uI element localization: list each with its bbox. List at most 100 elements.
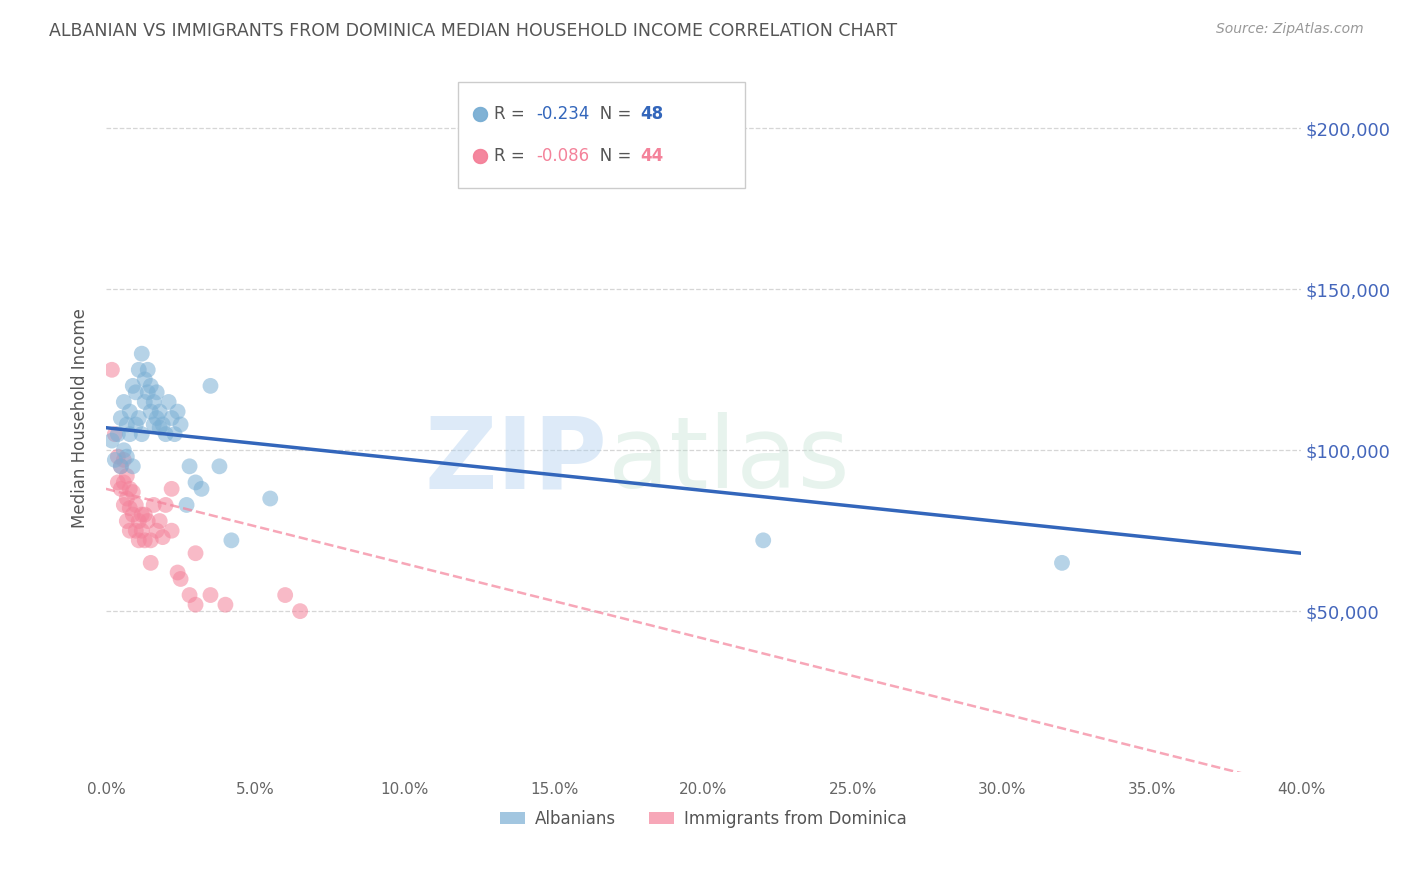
Point xyxy=(101,363,124,377)
Point xyxy=(157,395,180,409)
Point xyxy=(104,453,127,467)
Text: Source: ZipAtlas.com: Source: ZipAtlas.com xyxy=(1216,22,1364,37)
Point xyxy=(752,533,775,548)
Point xyxy=(160,411,183,425)
Point xyxy=(128,411,150,425)
Point xyxy=(155,427,177,442)
Point xyxy=(131,427,153,442)
Point xyxy=(176,498,198,512)
Point xyxy=(125,498,148,512)
Point xyxy=(139,533,162,548)
Point xyxy=(160,524,183,538)
Point xyxy=(110,459,132,474)
Point xyxy=(200,588,222,602)
Point xyxy=(107,427,129,442)
Point xyxy=(121,485,143,500)
Point xyxy=(142,498,165,512)
Point xyxy=(115,469,138,483)
Point xyxy=(134,508,156,522)
Point xyxy=(142,395,165,409)
Point xyxy=(259,491,281,506)
Point xyxy=(128,363,150,377)
Point xyxy=(125,385,148,400)
Point xyxy=(128,514,150,528)
Point xyxy=(118,482,141,496)
Point xyxy=(184,546,207,560)
Point xyxy=(214,598,236,612)
Point xyxy=(131,347,153,361)
Point xyxy=(115,514,138,528)
Point xyxy=(190,482,212,496)
Point xyxy=(145,385,167,400)
Y-axis label: Median Household Income: Median Household Income xyxy=(72,308,89,528)
Point xyxy=(155,498,177,512)
Point xyxy=(139,379,162,393)
Text: 44: 44 xyxy=(640,147,664,165)
Point xyxy=(139,404,162,418)
Text: -0.234: -0.234 xyxy=(536,104,589,122)
Point xyxy=(107,475,129,490)
Point xyxy=(166,566,188,580)
Point xyxy=(179,588,201,602)
Point xyxy=(139,556,162,570)
Point xyxy=(121,459,143,474)
Point xyxy=(149,420,172,434)
Point xyxy=(125,524,148,538)
Point xyxy=(112,453,135,467)
Point xyxy=(166,404,188,418)
Point xyxy=(136,514,159,528)
Point xyxy=(184,475,207,490)
Text: N =: N = xyxy=(583,147,637,165)
Point xyxy=(179,459,201,474)
Point xyxy=(152,417,174,432)
Point xyxy=(136,385,159,400)
Point xyxy=(1050,556,1073,570)
Point xyxy=(118,501,141,516)
Point xyxy=(136,363,159,377)
Point xyxy=(149,404,172,418)
Point xyxy=(118,427,141,442)
Text: -0.086: -0.086 xyxy=(536,147,589,165)
Point xyxy=(169,572,191,586)
Point xyxy=(112,498,135,512)
Text: 48: 48 xyxy=(640,104,664,122)
Point xyxy=(134,372,156,386)
Point xyxy=(160,482,183,496)
Point xyxy=(288,604,311,618)
Point xyxy=(121,379,143,393)
Text: atlas: atlas xyxy=(607,412,849,509)
Point xyxy=(115,491,138,506)
Point xyxy=(101,434,124,448)
Point xyxy=(112,395,135,409)
Point xyxy=(142,417,165,432)
Point xyxy=(125,417,148,432)
Point xyxy=(200,379,222,393)
Point xyxy=(107,450,129,464)
Legend: Albanians, Immigrants from Dominica: Albanians, Immigrants from Dominica xyxy=(494,803,914,835)
Point xyxy=(145,411,167,425)
Point xyxy=(208,459,231,474)
FancyBboxPatch shape xyxy=(458,82,745,188)
Point xyxy=(221,533,243,548)
Point xyxy=(163,427,186,442)
Point xyxy=(169,417,191,432)
Text: N =: N = xyxy=(583,104,637,122)
Point xyxy=(112,475,135,490)
Point xyxy=(274,588,297,602)
Point xyxy=(134,533,156,548)
Point xyxy=(118,524,141,538)
Point xyxy=(110,411,132,425)
Point xyxy=(118,404,141,418)
Point xyxy=(110,459,132,474)
Text: ALBANIAN VS IMMIGRANTS FROM DOMINICA MEDIAN HOUSEHOLD INCOME CORRELATION CHART: ALBANIAN VS IMMIGRANTS FROM DOMINICA MED… xyxy=(49,22,897,40)
Text: R =: R = xyxy=(495,104,530,122)
Text: ZIP: ZIP xyxy=(425,412,607,509)
Point xyxy=(128,533,150,548)
Text: R =: R = xyxy=(495,147,530,165)
Point xyxy=(121,508,143,522)
Point xyxy=(131,524,153,538)
Point xyxy=(104,427,127,442)
Point xyxy=(112,443,135,458)
Point xyxy=(110,482,132,496)
Point xyxy=(134,395,156,409)
